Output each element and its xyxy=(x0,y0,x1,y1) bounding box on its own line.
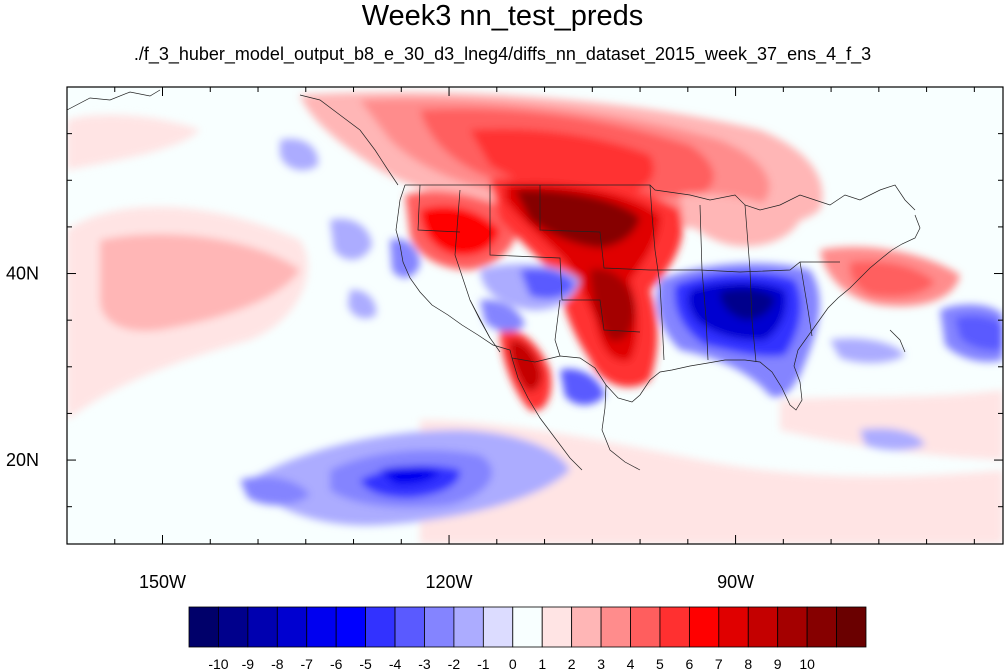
colorbar-swatch xyxy=(659,606,690,648)
x-tick-label: 120W xyxy=(426,572,473,592)
colorbar-swatch xyxy=(247,606,278,648)
colorbar-swatch xyxy=(394,606,425,648)
colorbar-label: 7 xyxy=(715,656,723,672)
coastlines-and-borders xyxy=(67,89,921,471)
colorbar-label: -5 xyxy=(359,656,372,672)
colorbar-label: 3 xyxy=(597,656,605,672)
colorbar-label: -6 xyxy=(330,656,343,672)
colorbar-label: -4 xyxy=(389,656,402,672)
colorbar-label: -8 xyxy=(271,656,284,672)
plot-subtitle: ./f_3_huber_model_output_b8_e_30_d3_lneg… xyxy=(133,44,872,64)
colorbar-swatch xyxy=(512,606,543,648)
colorbar-swatch xyxy=(747,606,779,648)
colorbar-swatch xyxy=(365,606,396,648)
colorbar-swatch xyxy=(218,606,249,648)
y-tick-label: 40N xyxy=(6,264,39,284)
colorbar-swatch xyxy=(541,606,573,648)
axis-ticks xyxy=(67,87,1003,544)
colorbar-label: 0 xyxy=(509,656,517,672)
colorbar-label: 6 xyxy=(685,656,693,672)
colorbar-swatch xyxy=(306,606,337,648)
plot-title: Week3 nn_test_preds xyxy=(361,0,644,32)
colorbar-label: 2 xyxy=(568,656,576,672)
colorbar-swatch xyxy=(777,606,808,648)
axis-labels: 150W 120W 90W 40N 20N xyxy=(6,264,754,592)
colorbar-label: -7 xyxy=(301,656,314,672)
x-tick-label: 150W xyxy=(139,572,186,592)
colorbar-swatch xyxy=(571,606,602,648)
colorbar-swatch xyxy=(806,606,837,648)
map-panel xyxy=(67,87,1003,544)
colorbar-label: -2 xyxy=(448,656,461,672)
x-tick-label: 90W xyxy=(717,572,754,592)
colorbar: -10 -9 -8 -7 -6 -5 -4 -3 -2 -1 0 1 2 3 4 5 6 7 8 9 10 xyxy=(188,606,867,672)
colorbar-swatch xyxy=(482,606,514,648)
colorbar-swatch xyxy=(600,606,631,648)
colorbar-label: -9 xyxy=(242,656,255,672)
anomaly-field xyxy=(67,92,1003,544)
colorbar-label: -10 xyxy=(208,656,228,672)
colorbar-label: 5 xyxy=(656,656,664,672)
y-tick-label: 20N xyxy=(6,450,39,470)
colorbar-swatch xyxy=(718,606,749,648)
colorbar-label: -3 xyxy=(418,656,431,672)
colorbar-swatch xyxy=(453,606,484,648)
colorbar-swatch xyxy=(276,606,308,648)
colorbar-label: 10 xyxy=(799,656,815,672)
colorbar-swatch xyxy=(335,606,367,648)
colorbar-label: 8 xyxy=(744,656,752,672)
colorbar-label: 9 xyxy=(774,656,782,672)
map-frame xyxy=(66,86,1004,545)
colorbar-swatch xyxy=(424,606,455,648)
colorbar-swatch xyxy=(688,606,720,648)
colorbar-label: 4 xyxy=(627,656,635,672)
colorbar-label: -1 xyxy=(477,656,490,672)
colorbar-label: 1 xyxy=(538,656,546,672)
colorbar-swatch xyxy=(188,606,219,648)
colorbar-swatch xyxy=(630,606,661,648)
colorbar-swatch xyxy=(836,606,867,648)
